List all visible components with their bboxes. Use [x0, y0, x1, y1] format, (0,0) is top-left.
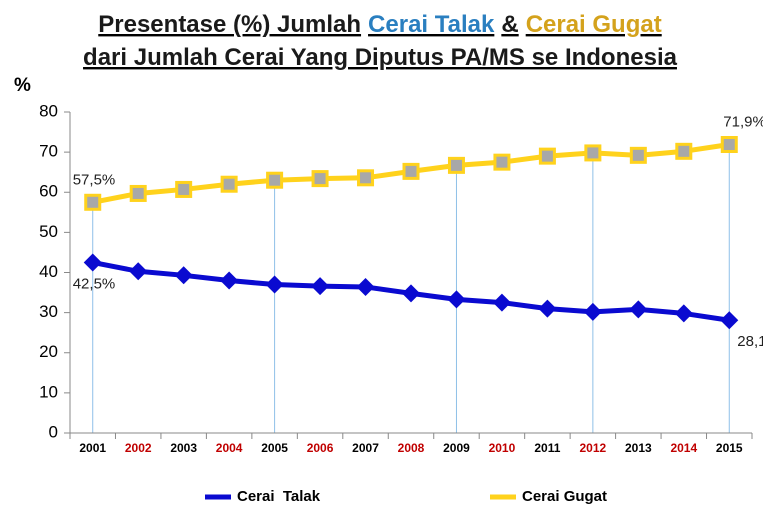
x-tick-label: 2001 [79, 441, 106, 455]
marker [720, 136, 738, 154]
data-label: 71,9% [723, 113, 763, 130]
marker [629, 146, 647, 164]
x-tick-label: 2014 [670, 441, 697, 455]
y-tick-label: 50 [39, 222, 58, 241]
title-part: dari Jumlah Cerai Yang Diputus PA/MS se … [83, 44, 678, 71]
marker [311, 170, 329, 188]
marker [357, 169, 375, 187]
marker [629, 300, 648, 319]
marker [493, 153, 511, 171]
marker [265, 275, 284, 294]
x-tick-label: 2011 [534, 441, 560, 455]
x-tick-label: 2012 [580, 441, 607, 455]
marker [447, 290, 466, 309]
marker [675, 142, 693, 160]
marker [129, 262, 148, 281]
title-part: Presentase (%) Jumlah [98, 11, 361, 38]
marker [129, 184, 147, 202]
y-tick-label: 60 [39, 182, 58, 201]
title-part: Cerai Talak [368, 11, 495, 38]
chart-title: dari Jumlah Cerai Yang Diputus PA/MS se … [83, 44, 678, 71]
marker [356, 277, 375, 296]
x-tick-label: 2009 [443, 441, 470, 455]
marker [84, 193, 102, 211]
y-tick-label: 80 [39, 101, 58, 120]
y-axis-label: % [14, 75, 31, 96]
y-tick-label: 20 [39, 342, 58, 361]
x-tick-label: 2013 [625, 441, 652, 455]
marker [402, 284, 420, 303]
x-tick-label: 2006 [307, 441, 334, 455]
x-tick-label: 2015 [716, 441, 743, 455]
marker [174, 266, 193, 285]
x-tick-label: 2008 [398, 441, 425, 455]
marker [311, 277, 330, 296]
y-tick-label: 30 [39, 302, 58, 321]
marker [674, 304, 693, 323]
marker [583, 302, 602, 321]
data-label: 42,5% [73, 275, 116, 292]
legend-label: Cerai Gugat [522, 488, 607, 505]
y-tick-label: 40 [39, 262, 58, 281]
marker [584, 144, 602, 162]
x-tick-label: 2005 [261, 441, 288, 455]
chart-title: Presentase (%) Jumlah Cerai Talak & Cerai G… [98, 11, 661, 38]
y-tick-label: 70 [39, 142, 58, 161]
title-part: & [501, 11, 518, 38]
x-tick-label: 2010 [489, 441, 516, 455]
marker [492, 293, 511, 312]
y-tick-label: 0 [49, 422, 58, 441]
marker [220, 271, 239, 290]
y-tick-label: 10 [39, 382, 58, 401]
data-label: 28,1% [737, 333, 763, 350]
x-tick-label: 2007 [352, 441, 379, 455]
marker [175, 180, 193, 198]
marker [447, 156, 465, 174]
x-tick-label: 2002 [125, 441, 152, 455]
marker [266, 171, 284, 189]
marker [538, 299, 557, 318]
data-label: 57,5% [73, 171, 116, 188]
marker [538, 147, 556, 165]
marker [83, 253, 102, 272]
legend-label: Cerai Talak [237, 488, 321, 505]
title-part: Cerai Gugat [526, 11, 662, 38]
marker [220, 175, 238, 193]
marker [402, 162, 420, 180]
x-tick-label: 2003 [170, 441, 197, 455]
marker [720, 311, 739, 330]
x-tick-label: 2004 [216, 441, 243, 455]
